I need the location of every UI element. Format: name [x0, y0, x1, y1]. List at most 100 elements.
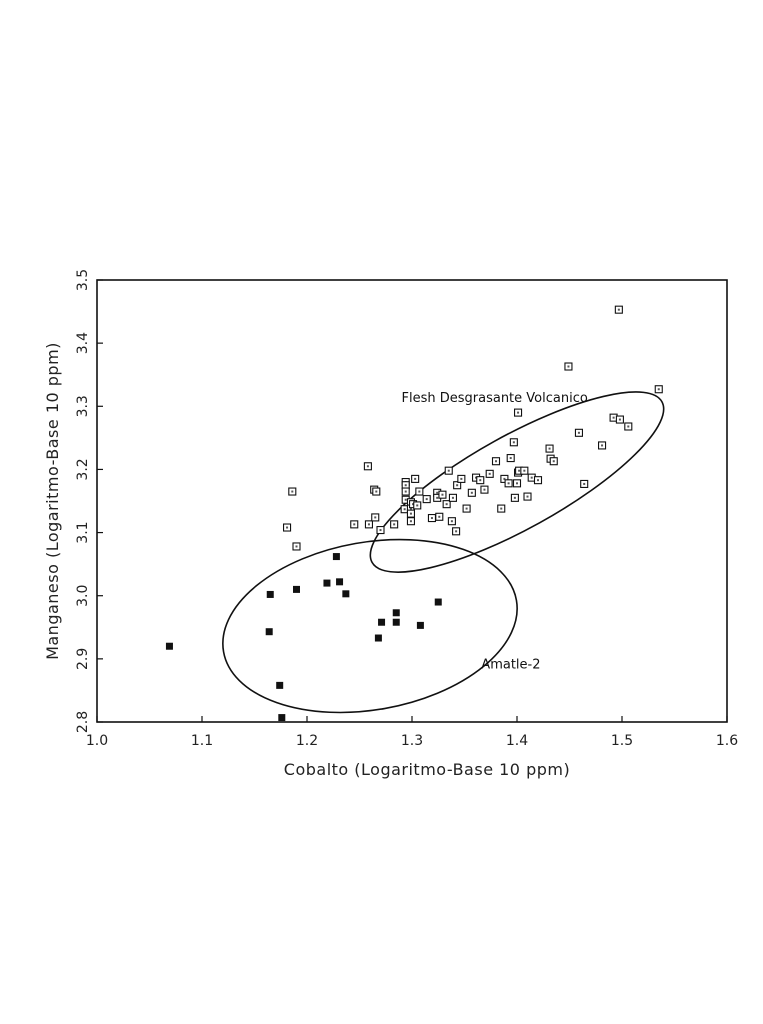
y-tick-label: 3.2 — [75, 458, 91, 480]
open-square-point — [413, 501, 422, 510]
open-square-center — [523, 469, 526, 472]
open-square-point — [401, 487, 410, 496]
open-square-center — [366, 465, 369, 468]
open-square-point — [390, 520, 399, 529]
open-square-center — [618, 418, 621, 421]
open-square-point — [510, 493, 519, 502]
open-square-point — [549, 457, 558, 466]
open-square-center — [375, 490, 378, 493]
open-square-point — [654, 385, 663, 394]
open-square-point — [485, 469, 494, 478]
open-square-center — [450, 520, 453, 523]
open-square-point — [512, 479, 522, 488]
open-square-center — [518, 469, 521, 472]
open-square-center — [456, 484, 459, 487]
open-square-point — [371, 513, 380, 522]
open-square-center — [495, 460, 497, 463]
open-square-center — [503, 477, 506, 480]
filled-square-point — [392, 609, 400, 617]
open-square-point — [288, 487, 297, 496]
y-axis: 2.8 2.9 3.0 3.1 3.2 3.3 3.4 3.5 — [75, 269, 103, 733]
x-tick-label: 1.5 — [611, 733, 633, 749]
open-square-center — [286, 526, 289, 529]
x-tick-label: 1.4 — [506, 733, 528, 749]
open-square-center — [465, 507, 468, 510]
filled-square-point — [276, 681, 284, 689]
open-square-center — [353, 523, 356, 526]
open-square-point — [491, 457, 501, 466]
open-square-point — [509, 438, 518, 447]
open-square-center — [404, 490, 407, 493]
open-square-point — [497, 504, 506, 513]
open-square-point — [462, 504, 471, 513]
open-square-center — [507, 482, 510, 485]
open-square-point — [376, 525, 385, 535]
filled-square-point — [416, 621, 424, 629]
y-tick-label: 3.0 — [75, 585, 91, 607]
open-square-center — [583, 482, 586, 485]
open-square-center — [577, 431, 580, 434]
open-square-point — [513, 408, 523, 417]
open-square-center — [500, 507, 503, 510]
open-square-center — [657, 388, 660, 391]
filled-square-point — [323, 579, 331, 587]
ellipse-amatle-2 — [222, 538, 518, 714]
open-square-center — [418, 490, 421, 493]
open-square-point — [480, 485, 489, 494]
open-square-center — [470, 491, 473, 494]
open-square-center — [412, 503, 415, 506]
open-square-point — [442, 500, 451, 509]
open-square-point — [282, 523, 292, 532]
open-square-center — [509, 457, 512, 460]
open-square-center — [530, 476, 533, 479]
filled-square-point — [265, 628, 273, 636]
open-square-point — [614, 305, 623, 314]
filled-square-point — [278, 714, 286, 722]
filled-square-point — [332, 553, 340, 561]
x-axis: 1.0 1.1 1.2 1.3 1.4 1.5 1.6 — [86, 716, 738, 749]
open-square-point — [363, 462, 372, 471]
open-square-center — [526, 495, 529, 498]
open-square-center — [627, 425, 630, 428]
open-square-center — [409, 507, 412, 510]
open-square-point — [350, 520, 359, 529]
open-square-point — [476, 476, 485, 485]
y-tick-label: 3.1 — [75, 521, 91, 543]
open-square-point — [597, 441, 607, 450]
ellipse-flesh-desgrasante-volcanico — [369, 391, 665, 573]
filled-square-point — [266, 590, 274, 598]
open-square-point — [406, 509, 416, 518]
open-square-center — [409, 520, 412, 523]
filled-square-point — [293, 585, 300, 593]
open-square-point — [520, 466, 529, 475]
x-tick-label: 1.3 — [401, 733, 423, 749]
open-square-point — [500, 474, 509, 483]
open-square-center — [479, 479, 482, 482]
open-square-center — [488, 472, 491, 475]
open-square-center — [404, 484, 407, 487]
open-square-center — [438, 515, 441, 518]
open-square-point — [453, 481, 462, 490]
open-square-center — [567, 365, 570, 368]
open-square-point — [467, 488, 476, 497]
open-square-center — [552, 460, 555, 463]
open-square-center — [379, 529, 382, 532]
annotation-flesh-desgrasante-volcanico: Flesh Desgrasante Volcanico — [402, 391, 588, 406]
open-square-center — [516, 482, 518, 485]
open-square-point — [506, 454, 515, 463]
open-square-point — [292, 542, 301, 551]
x-tick-label: 1.2 — [296, 733, 318, 749]
open-square-center — [414, 477, 417, 480]
open-square-center — [475, 476, 478, 479]
open-square-point — [444, 466, 453, 475]
open-square-center — [291, 490, 294, 493]
open-square-point — [580, 479, 589, 489]
open-square-point — [422, 495, 431, 504]
open-square-center — [537, 479, 539, 482]
open-square-center — [425, 498, 428, 501]
open-square-center — [617, 308, 620, 311]
filled-square-point — [342, 590, 350, 598]
x-tick-label: 1.0 — [86, 733, 108, 749]
filled-square-point — [374, 634, 382, 642]
open-square-point — [452, 527, 461, 536]
